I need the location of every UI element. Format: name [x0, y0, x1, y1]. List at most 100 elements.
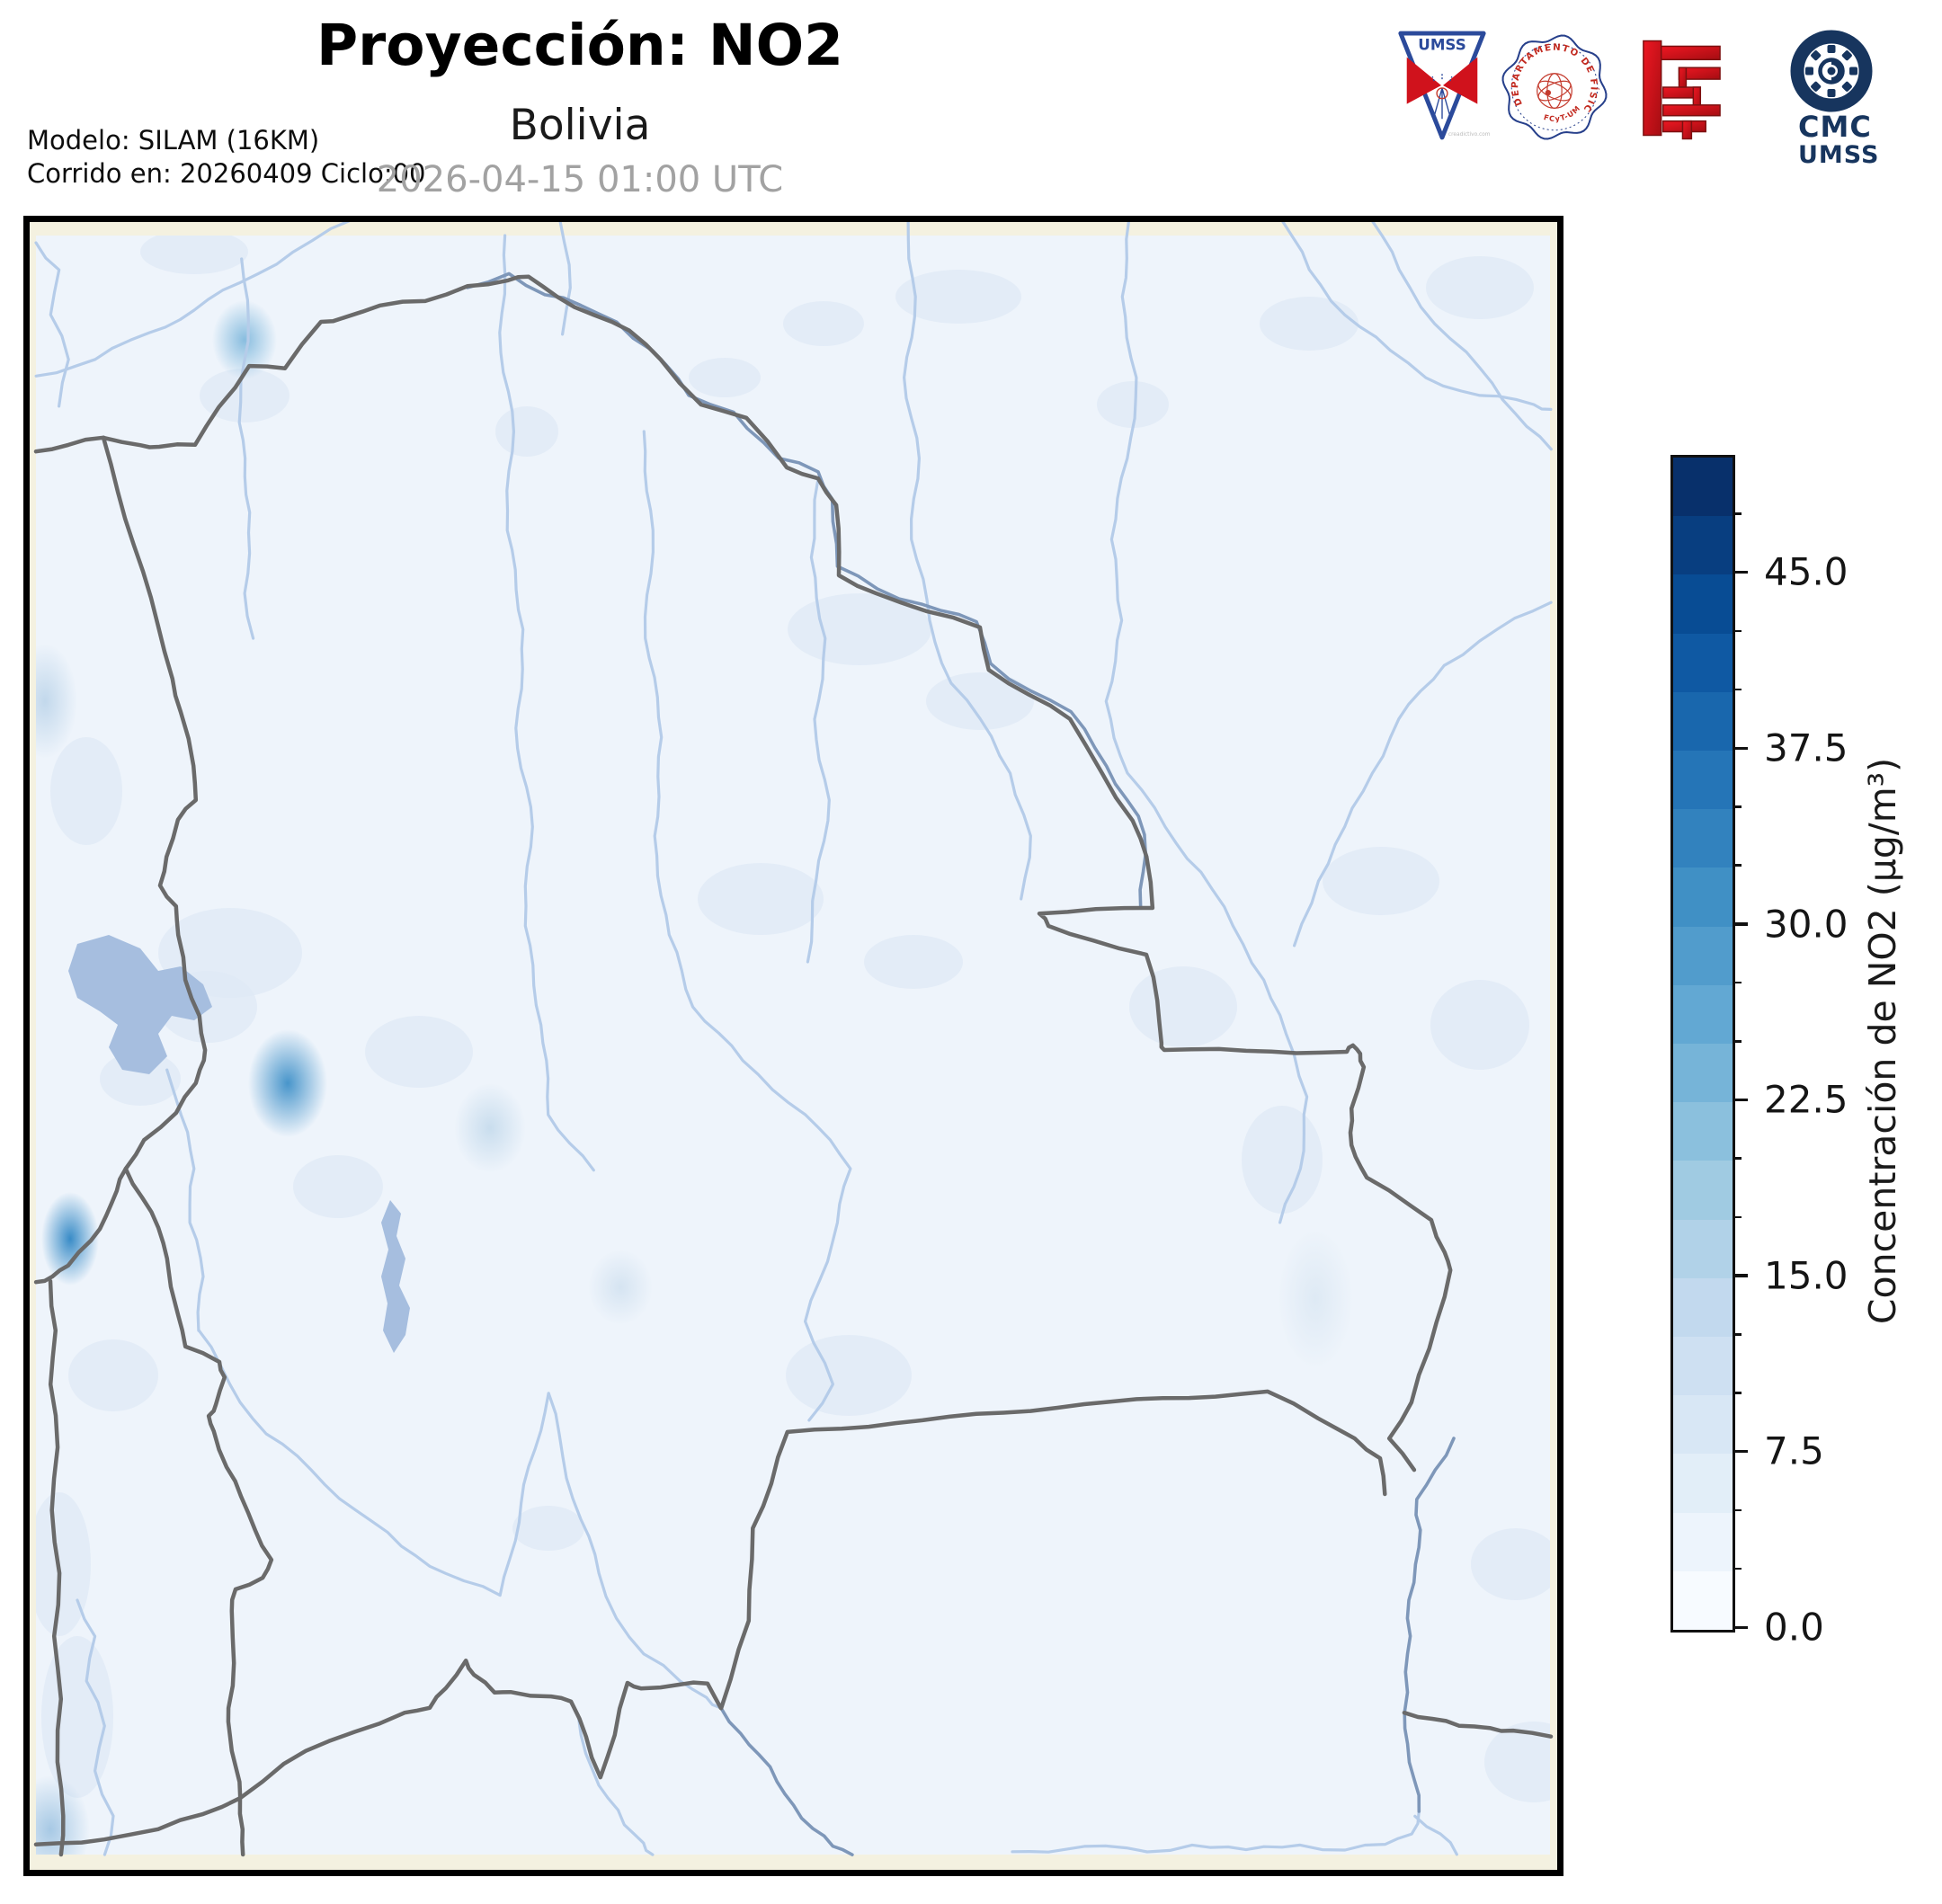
no2-patch [1323, 847, 1439, 915]
colorbar-segment [1673, 1102, 1733, 1161]
cmc-ray-icon [1841, 50, 1852, 61]
no2-hotspots [36, 300, 1353, 1855]
colorbar-segment [1673, 1161, 1733, 1220]
colorbar-minor-tick [1733, 629, 1742, 633]
border-line [1402, 1710, 1554, 1739]
colorbar-minor-tick [1733, 1567, 1742, 1570]
map-frame [23, 216, 1563, 1876]
no2-hotspot [248, 1029, 327, 1137]
no2-patch [1097, 381, 1169, 428]
colorbar-minor-tick [1733, 512, 1742, 515]
no2-patch [200, 369, 290, 423]
colorbar-major-tick [1733, 1274, 1748, 1277]
colorbar-tick-label: 7.5 [1764, 1428, 1824, 1473]
river-line [719, 1706, 854, 1856]
border-line [33, 1795, 243, 1847]
colorbar-segment [1673, 457, 1733, 517]
colorbar-tick-label: 22.5 [1764, 1077, 1848, 1122]
no2-patch [1260, 297, 1359, 351]
model-line1: Modelo: SILAM (16KM) [27, 125, 320, 156]
no2-patch [689, 358, 761, 397]
no2-patch [293, 1155, 383, 1218]
river-line [806, 479, 831, 964]
river-line [903, 218, 1032, 901]
colorbar-minor-tick [1733, 1040, 1742, 1043]
no2-hotspot [588, 1250, 653, 1325]
border-line [48, 1278, 66, 1857]
cmc-text: CMC [1798, 110, 1872, 144]
no2-hotspot [36, 644, 77, 759]
no2-patch [783, 301, 864, 346]
country-borders [33, 274, 1554, 1857]
colorbar-tick-label: 30.0 [1764, 902, 1848, 947]
colorbar-major-tick [1733, 1625, 1748, 1629]
watermark-text: creadictivo.com [1448, 132, 1491, 138]
umss-pennant-label: UMSS [1418, 37, 1465, 54]
no2-patch [698, 863, 824, 935]
colorbar-segment [1673, 1512, 1733, 1571]
colorbar-segment [1673, 1570, 1733, 1630]
rivers [34, 218, 1553, 1856]
colorbar-segment [1673, 516, 1733, 575]
model-info: Modelo: SILAM (16KM) Corrido en: 2026040… [27, 124, 426, 191]
cmc-ray-icon [1811, 81, 1822, 92]
colorbar-tick-label: 37.5 [1764, 725, 1848, 770]
colorbar-minor-tick [1733, 1333, 1742, 1336]
no2-hotspot [454, 1083, 526, 1173]
lake-titicaca [68, 935, 212, 1074]
cmc-ray-icon [1827, 89, 1836, 97]
river-line [1370, 218, 1553, 451]
river-line [498, 234, 595, 1172]
no2-hotspot [41, 1192, 99, 1286]
forecast-timestamp: 2026-04-15 01:00 UTC [376, 159, 784, 200]
river-line [569, 1700, 655, 1856]
no2-patch [140, 236, 248, 274]
no2-patch [1471, 1528, 1550, 1600]
colorbar-tick-label: 45.0 [1764, 549, 1848, 594]
cmc-ray-icon [1811, 50, 1822, 61]
umss-pennant-logo: UMSS creadictivo.com [1394, 27, 1491, 147]
bolivia-no2-map [23, 216, 1563, 1876]
umss-pennant-icon: UMSS creadictivo.com [1398, 31, 1491, 140]
colorbar-segment [1673, 1454, 1733, 1513]
no2-patch [68, 1339, 158, 1411]
colorbar-segment [1673, 691, 1733, 751]
colorbar-minor-tick [1733, 1392, 1742, 1394]
border-line [123, 1166, 274, 1801]
no2-patch [365, 1016, 473, 1088]
river-line [1403, 1437, 1456, 1813]
fcyt-red-icon [1643, 40, 1721, 140]
border-line [718, 1389, 1387, 1711]
river-line [1413, 1814, 1458, 1856]
river-line [34, 218, 353, 378]
lakes [68, 935, 410, 1353]
colorbar-minor-tick [1733, 1508, 1742, 1512]
colorbar-tick-label: 15.0 [1764, 1253, 1848, 1298]
cmc-ray-icon [1827, 45, 1836, 53]
no2-patch [864, 935, 963, 989]
cmc-umss-logo: CMC UMSS [1764, 22, 1899, 173]
colorbar [1670, 455, 1735, 1633]
cmc-umss-text: UMSS [1798, 141, 1879, 169]
page-title: Proyección: NO2 [316, 13, 843, 78]
border-line [33, 435, 208, 1285]
river-line [237, 257, 255, 640]
no2-patch [1484, 1722, 1550, 1802]
cmc-ray-icon [1805, 67, 1813, 76]
no2-hotspot [1278, 1229, 1353, 1369]
colorbar-major-tick [1733, 1098, 1748, 1102]
fisica-seal-icon: DEPARTAMENTO DE FÍSICA FCyT-UMSS [1495, 25, 1608, 140]
cmc-umss-icon: CMC UMSS [1790, 30, 1879, 169]
colorbar-minor-tick [1733, 981, 1742, 984]
colorbar-minor-tick [1733, 1157, 1742, 1160]
colorbar-minor-tick [1733, 1215, 1742, 1219]
no2-patch [1242, 1106, 1323, 1214]
page-subtitle: Bolivia [509, 101, 651, 150]
cmc-ray-icon [1841, 81, 1852, 92]
border-line [237, 1658, 724, 1801]
river-line [1104, 218, 1309, 1224]
no2-patch [1430, 980, 1529, 1070]
border-line [101, 274, 1453, 1472]
colorbar-major-tick [1733, 1449, 1748, 1454]
river-line [558, 218, 572, 336]
